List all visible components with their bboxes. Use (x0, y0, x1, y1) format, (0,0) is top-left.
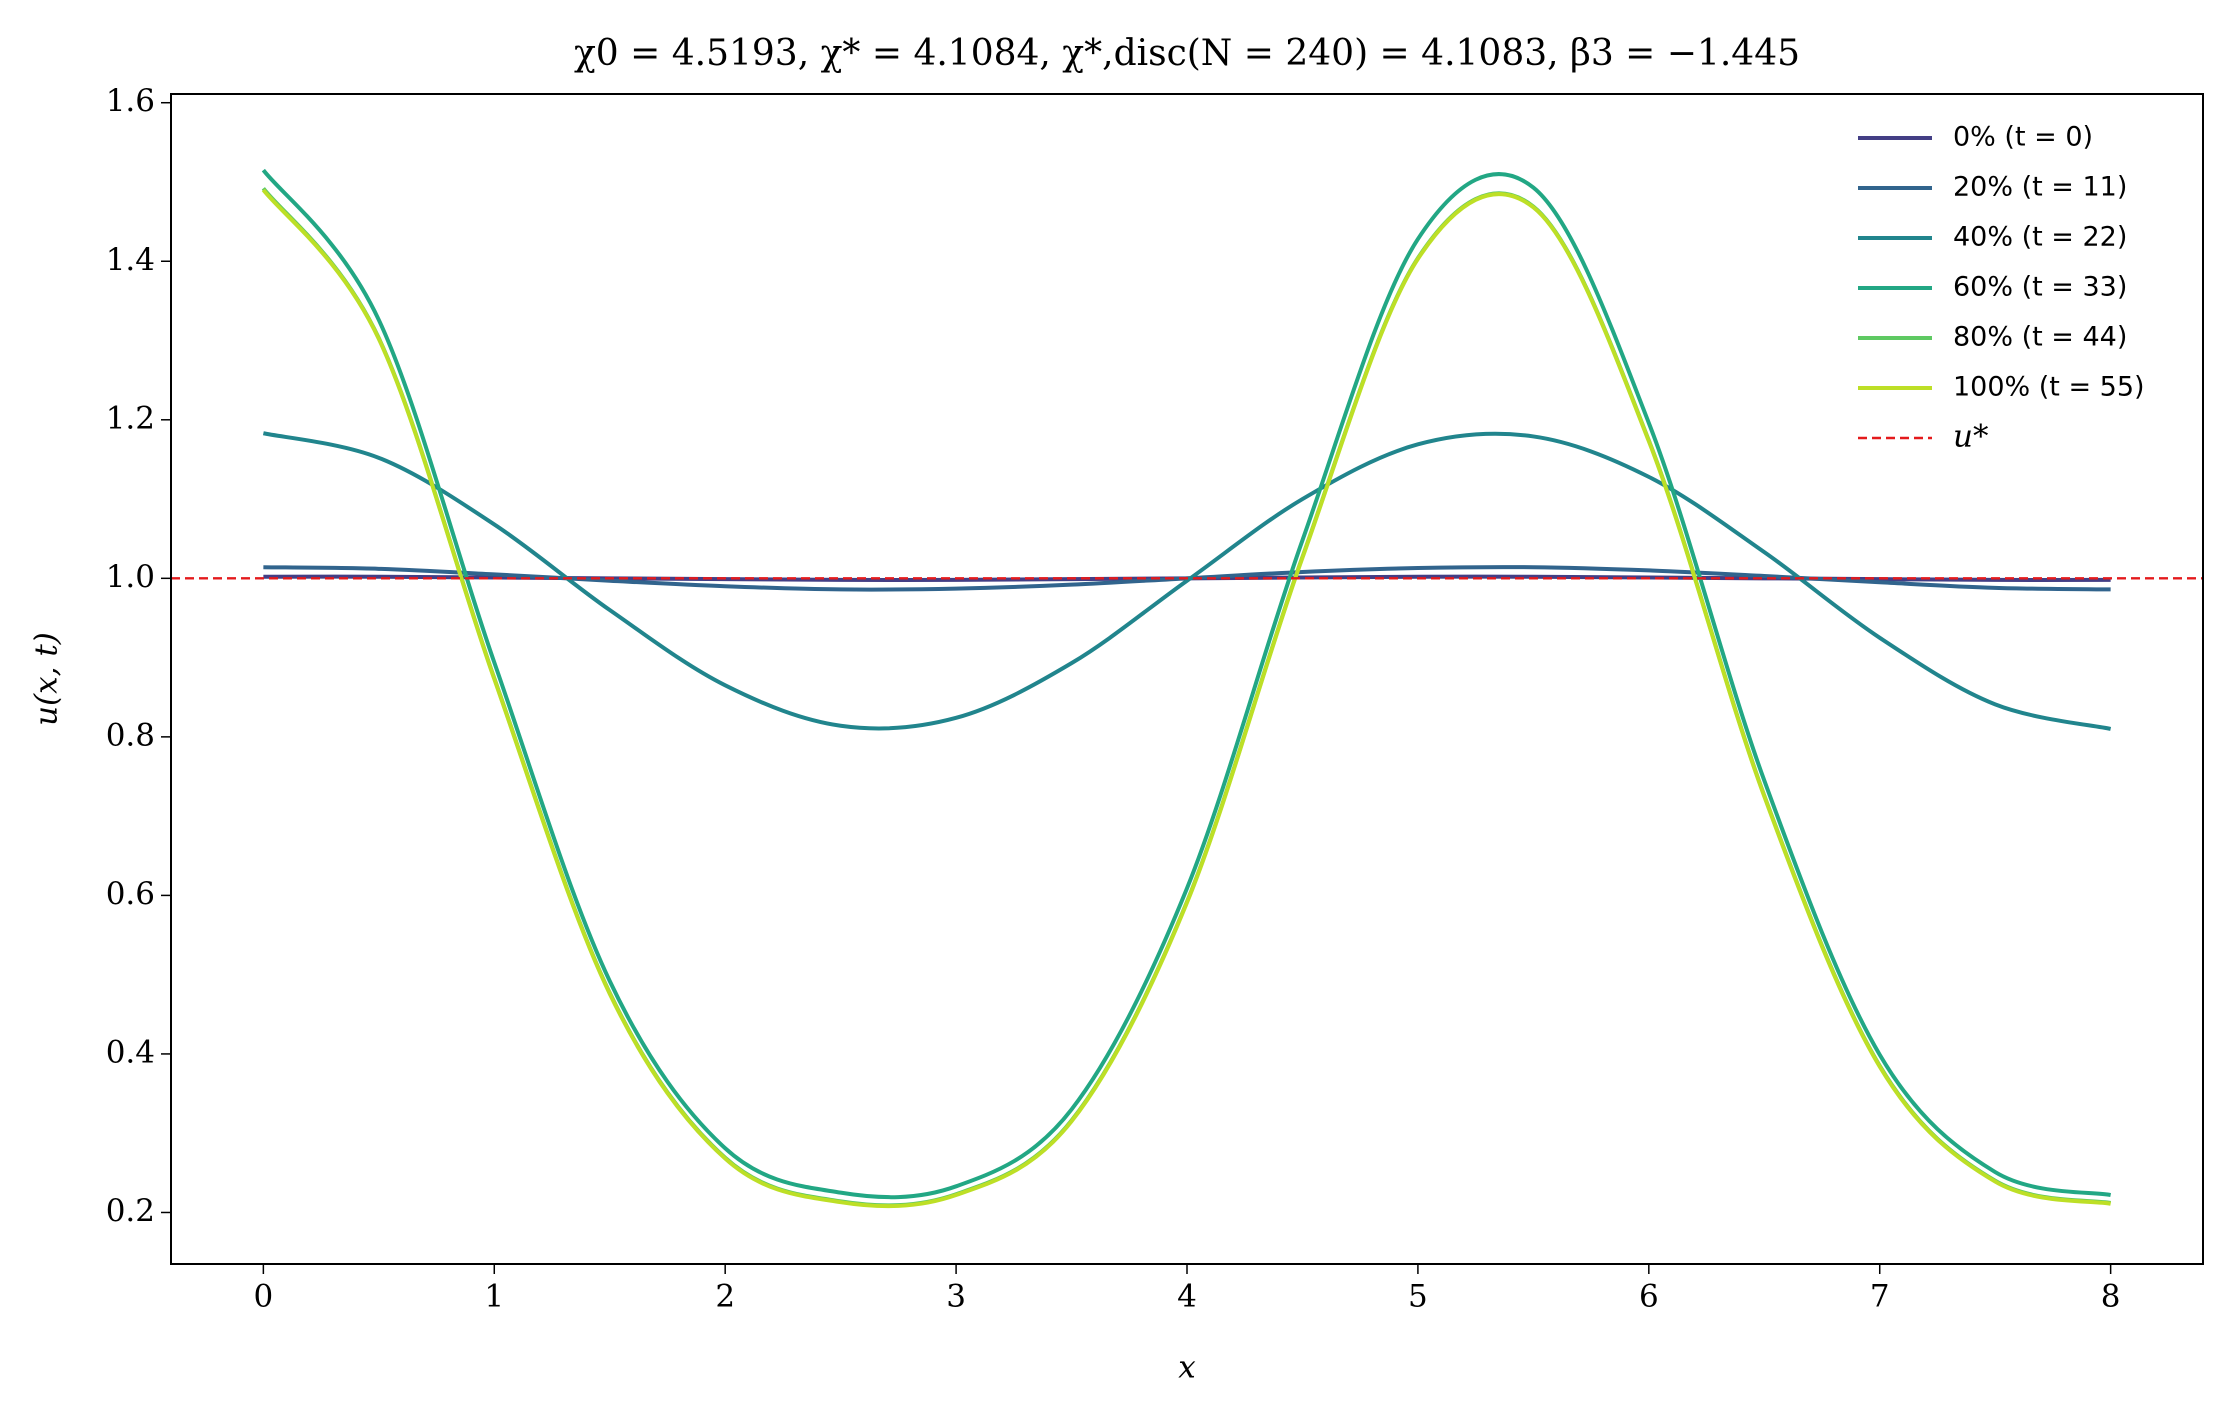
x-tick-label: 4 (1177, 1279, 1197, 1315)
y-axis-label: u(x, t) (29, 632, 65, 726)
chart-title: χ0 = 4.5193, χ* = 4.1084, χ*,disc(N = 24… (574, 33, 1800, 74)
y-tick-label: 1.2 (106, 400, 155, 436)
y-tick-label: 1.6 (106, 83, 155, 119)
x-tick-label: 2 (715, 1279, 735, 1315)
x-tick-label: 1 (484, 1279, 504, 1315)
y-tick-label: 0.4 (106, 1034, 155, 1070)
series-line (261, 188, 2112, 1209)
x-tick-label: 3 (946, 1279, 966, 1315)
x-tick-label: 0 (253, 1279, 273, 1315)
x-axis-label: x (1178, 1350, 1196, 1386)
x-tick-label: 6 (1639, 1279, 1659, 1315)
legend-label: 0% (t = 0) (1953, 122, 2093, 153)
legend-label: 40% (t = 22) (1953, 222, 2127, 253)
y-tick-label: 1.4 (106, 242, 155, 278)
axes-frame (170, 93, 2204, 1265)
y-tick-label: 0.2 (106, 1193, 155, 1229)
legend-label: 80% (t = 44) (1953, 322, 2127, 353)
y-tick-label: 1.0 (106, 559, 155, 595)
x-tick-label: 8 (2101, 1279, 2121, 1315)
legend-label: 20% (t = 11) (1953, 172, 2127, 203)
series-line (261, 168, 2112, 1200)
legend-label: 60% (t = 33) (1953, 272, 2127, 303)
x-tick-label: 7 (1870, 1279, 1890, 1315)
y-tick-label: 0.6 (106, 876, 155, 912)
legend-label: u* (1953, 419, 1988, 455)
legend-label: 100% (t = 55) (1953, 372, 2145, 403)
x-tick-label: 5 (1408, 1279, 1428, 1315)
series-line (262, 431, 2112, 731)
y-tick-label: 0.8 (106, 717, 155, 753)
